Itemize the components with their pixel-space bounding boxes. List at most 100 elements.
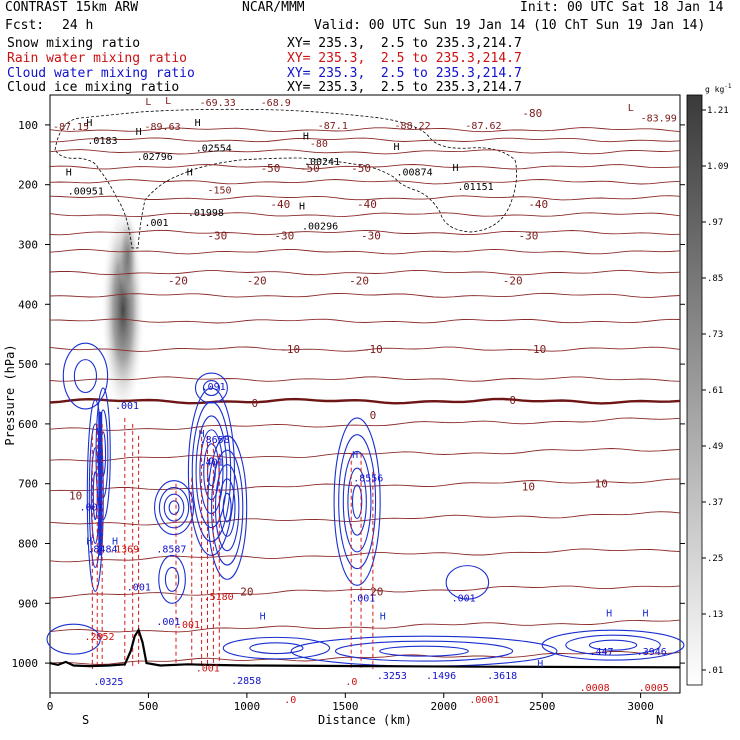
contour-value-label: -87.1 xyxy=(318,121,348,132)
y-tick-label: 400 xyxy=(18,298,38,311)
contour-value-label: .00241 xyxy=(304,157,340,168)
cloud-water-isoline xyxy=(342,450,372,553)
isotherm-label: 20 xyxy=(370,585,383,598)
isotherm-label: -20 xyxy=(168,274,188,287)
x-axis-title: Distance (km) xyxy=(318,713,412,727)
x-tick-label: 1500 xyxy=(332,700,359,713)
temperature-contours xyxy=(49,127,681,665)
contour-value-labels: -87.15 -89.63 -69.33 -68.9 -87.1 -88.22 -87.62… xyxy=(53,98,677,706)
cloud-water-isoline xyxy=(158,554,186,604)
legend-rain-xy: XY= 235.3, 2.5 to 235.3,214.7 xyxy=(287,51,522,66)
isotherm-label: -40 xyxy=(270,198,290,211)
high-marker: H xyxy=(86,537,92,548)
high-marker: H xyxy=(86,118,92,129)
rain-water-contours xyxy=(91,417,374,670)
contour-value-label: .0183 xyxy=(87,136,117,147)
colorbar-tick-label: .13 xyxy=(707,610,723,620)
legend-cloudice-xy: XY= 235.3, 2.5 to 235.3,214.7 xyxy=(287,80,522,95)
isotherm xyxy=(49,417,681,431)
y-tick-label: 900 xyxy=(18,597,38,610)
isotherm-label: -30 xyxy=(518,230,538,243)
contour-value-label: .447 xyxy=(589,647,613,658)
contour-value-label: -83.99 xyxy=(641,114,677,125)
x-tick-label: 500 xyxy=(139,700,159,713)
colorbar-tick-label: .73 xyxy=(707,330,723,340)
isotherm xyxy=(49,651,681,665)
x-tick-label: 0 xyxy=(47,700,54,713)
y-tick-label: 100 xyxy=(18,119,38,132)
isotherm xyxy=(49,292,681,298)
cloud-water-isoline xyxy=(164,566,180,592)
colorbar-tick-label: .97 xyxy=(707,218,723,228)
cloud-water-isoline xyxy=(168,500,180,515)
y-tick-label: 700 xyxy=(18,478,38,491)
contour-value-label: .5180 xyxy=(204,592,234,603)
x-tick-label: 1000 xyxy=(234,700,261,713)
cloud-water-isoline xyxy=(211,449,244,566)
terrain-line xyxy=(49,627,681,669)
high-marker: H xyxy=(606,608,612,619)
isotherm xyxy=(49,127,681,133)
contour-value-label: .02554 xyxy=(196,144,232,155)
isotherm-label: 10 xyxy=(595,478,608,491)
contour-value-label: .8587 xyxy=(156,544,186,555)
isotherm-label: 0 xyxy=(509,394,516,407)
isotherm xyxy=(49,619,681,633)
x-axis-south: S xyxy=(82,713,89,727)
cloud-water-isoline xyxy=(194,372,228,404)
contour-value-label: .8484 xyxy=(87,544,117,555)
isotherm-zero xyxy=(49,397,681,405)
isotherm-label: -10 xyxy=(363,343,383,356)
isotherm-label: -20 xyxy=(503,274,523,287)
contour-value-label: .01151 xyxy=(458,182,494,193)
cloud-water-isoline xyxy=(338,434,377,570)
isotherm xyxy=(49,149,681,155)
cloud-water-isoline xyxy=(158,486,190,529)
contour-value-label: .401 xyxy=(200,458,224,469)
contour-value-label: .0001 xyxy=(469,695,499,706)
y-tick-label: 800 xyxy=(18,538,38,551)
contour-value-label: .001 xyxy=(156,617,180,628)
isotherm-label: 20 xyxy=(240,585,253,598)
high-marker: H xyxy=(303,132,309,143)
high-marker: H xyxy=(352,450,358,461)
chart-title: CONTRAST 15km ARW xyxy=(5,0,139,15)
colorbar-tick-label: .61 xyxy=(707,386,723,396)
legend-snow-xy: XY= 235.3, 2.5 to 235.3,214.7 xyxy=(287,36,522,51)
isotherm xyxy=(49,179,681,185)
contour-value-label: .0005 xyxy=(639,683,669,694)
y-axis-title: Pressure (hPa) xyxy=(3,344,17,445)
contour-value-label: .001 xyxy=(115,401,139,412)
low-marker: L xyxy=(145,97,151,108)
cloud-water-isoline xyxy=(46,623,101,655)
contour-value-label: -69.33 xyxy=(200,98,236,109)
isotherm-label: -80 xyxy=(522,107,542,120)
contour-value-label: .001 xyxy=(145,218,169,229)
contour-value-label: .001 xyxy=(351,593,375,604)
cloud-water-isoline xyxy=(351,484,363,519)
high-marker: H xyxy=(195,118,201,129)
high-marker: H xyxy=(136,127,142,138)
contour-value-label: .8556 xyxy=(353,474,383,485)
cloud-water-isoline xyxy=(222,636,331,660)
x-axis: 0 500 1000 1500 2000 2500 3000 xyxy=(47,693,654,713)
contour-value-label: .0325 xyxy=(93,677,123,688)
isotherm-label: 0 xyxy=(370,409,377,422)
contour-value-label: .091 xyxy=(202,382,226,393)
high-marker: H xyxy=(260,611,266,622)
isotherm-label: -30 xyxy=(361,230,381,243)
isotherm xyxy=(49,376,681,382)
colorbar-tick-label: .25 xyxy=(707,554,723,564)
colorbar-tick-label: .49 xyxy=(707,442,723,452)
cloud-water-isoline xyxy=(249,642,304,655)
colorbar-tick-label: .01 xyxy=(707,666,723,676)
high-low-markers: L L L H H H H H H H H H H H H H H H H H H xyxy=(66,96,649,670)
cloud-water-isoline xyxy=(214,464,240,552)
isotherm xyxy=(49,585,681,599)
high-marker: H xyxy=(199,429,205,440)
isotherm-label: 0 xyxy=(251,397,258,410)
isotherm-label: -50 xyxy=(261,162,281,175)
contour-value-label: .01998 xyxy=(188,208,224,219)
cloud-water-isoline xyxy=(334,640,514,662)
colorbar-tick-label: .85 xyxy=(707,274,723,284)
